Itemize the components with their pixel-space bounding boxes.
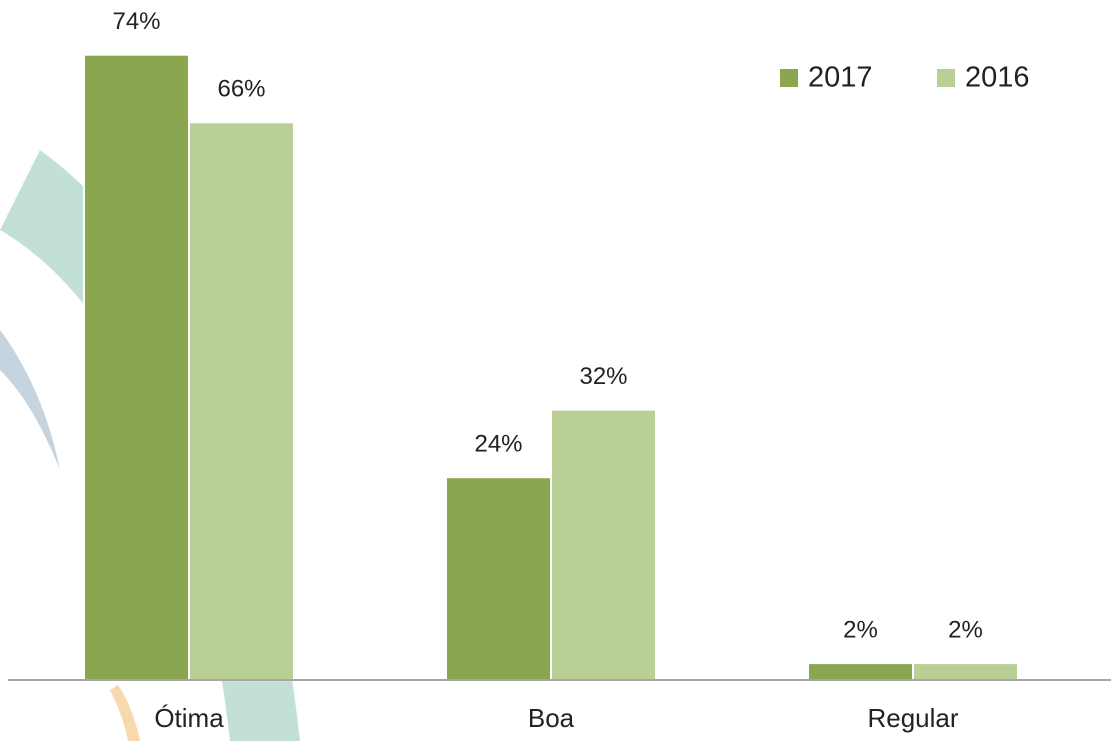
data-label: 24% (474, 431, 522, 458)
legend-label: 2017 (808, 62, 873, 94)
legend-label: 2016 (965, 62, 1030, 94)
data-label: 66% (217, 76, 265, 103)
bar (83, 53, 190, 681)
legend-swatch (937, 69, 955, 87)
bar (445, 476, 552, 682)
x-tick-label: Ótima (154, 703, 224, 733)
legend-swatch (780, 69, 798, 87)
bar (550, 408, 657, 681)
x-tick-label: Regular (867, 703, 958, 733)
data-label: 2% (843, 616, 878, 643)
data-label: 74% (112, 8, 160, 35)
x-tick-label: Boa (528, 703, 575, 733)
bar (807, 662, 914, 681)
bar (912, 662, 1019, 681)
bar (188, 121, 295, 682)
data-label: 2% (948, 616, 983, 643)
background-swoosh (0, 330, 60, 470)
background-swoosh (110, 685, 140, 741)
data-label: 32% (579, 363, 627, 390)
